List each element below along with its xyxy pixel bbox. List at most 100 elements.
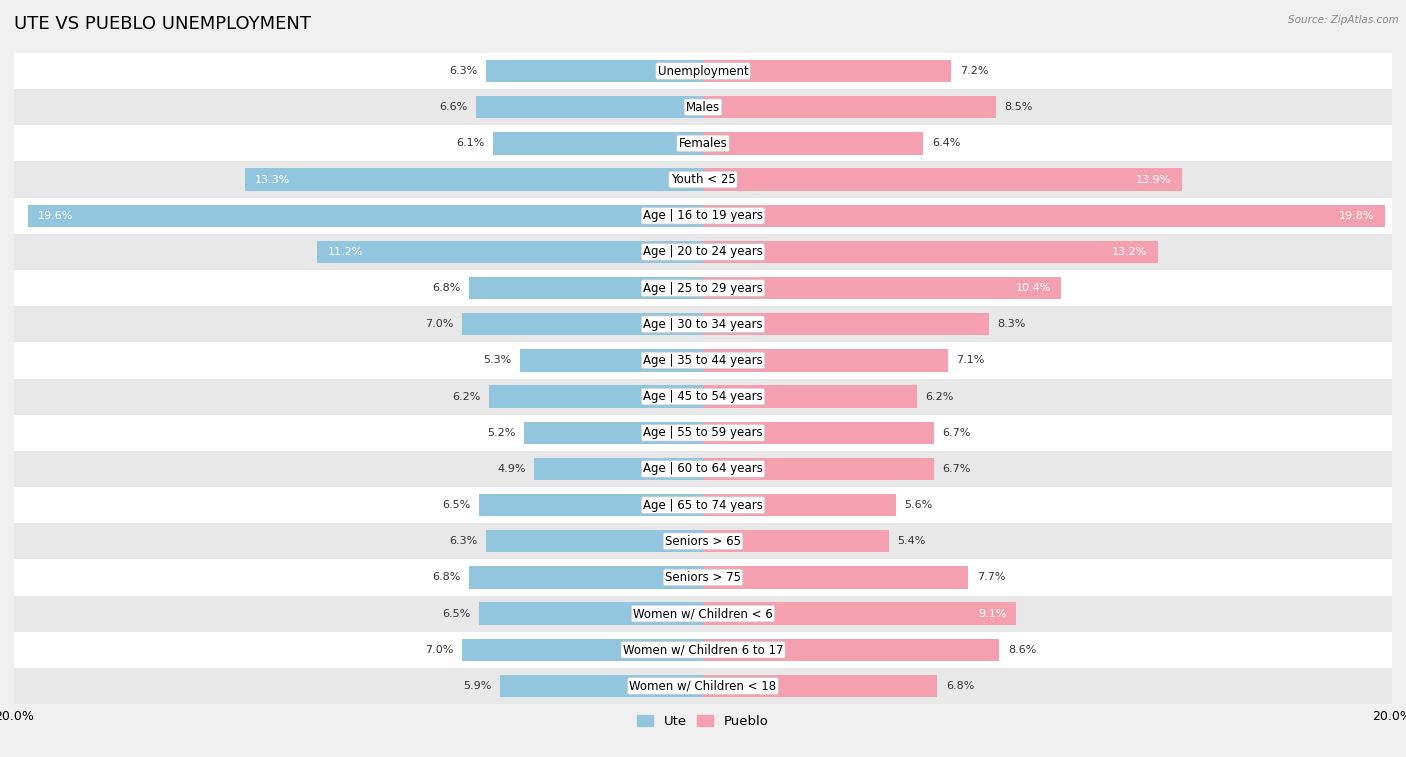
Text: 9.1%: 9.1% [977,609,1007,618]
Text: Age | 65 to 74 years: Age | 65 to 74 years [643,499,763,512]
Bar [703,385,917,408]
Bar [703,349,948,372]
Bar [14,378,1392,415]
Text: 6.2%: 6.2% [453,391,481,401]
Text: 19.6%: 19.6% [38,210,73,221]
Bar [494,132,703,154]
Bar [703,494,896,516]
Text: Source: ZipAtlas.com: Source: ZipAtlas.com [1288,15,1399,25]
Text: 4.9%: 4.9% [498,464,526,474]
Text: 5.6%: 5.6% [904,500,932,510]
Text: Seniors > 65: Seniors > 65 [665,534,741,548]
Text: 7.0%: 7.0% [425,319,453,329]
Text: 11.2%: 11.2% [328,247,363,257]
Text: 5.9%: 5.9% [463,681,491,691]
Bar [489,385,703,408]
Bar [14,53,1392,89]
Bar [703,277,1062,299]
Bar [703,639,1000,661]
Bar [534,458,703,480]
Bar [486,60,703,83]
Text: Age | 35 to 44 years: Age | 35 to 44 years [643,354,763,367]
Text: 13.2%: 13.2% [1112,247,1147,257]
Bar [479,603,703,625]
Text: Youth < 25: Youth < 25 [671,173,735,186]
Bar [475,96,703,118]
Bar [479,494,703,516]
Text: 6.8%: 6.8% [432,572,460,582]
Text: 6.8%: 6.8% [432,283,460,293]
Text: 13.9%: 13.9% [1136,175,1171,185]
Text: Seniors > 75: Seniors > 75 [665,571,741,584]
Text: Women w/ Children 6 to 17: Women w/ Children 6 to 17 [623,643,783,656]
Bar [14,89,1392,126]
Legend: Ute, Pueblo: Ute, Pueblo [633,709,773,734]
Text: Age | 55 to 59 years: Age | 55 to 59 years [643,426,763,439]
Bar [703,530,889,553]
Text: 13.3%: 13.3% [256,175,291,185]
Bar [14,451,1392,487]
Bar [14,523,1392,559]
Bar [703,96,995,118]
Bar [703,241,1157,263]
Bar [524,422,703,444]
Text: Women w/ Children < 6: Women w/ Children < 6 [633,607,773,620]
Bar [703,168,1182,191]
Text: 8.3%: 8.3% [997,319,1026,329]
Bar [703,674,938,697]
Bar [14,631,1392,668]
Bar [14,198,1392,234]
Text: Age | 16 to 19 years: Age | 16 to 19 years [643,209,763,223]
Text: Age | 60 to 64 years: Age | 60 to 64 years [643,463,763,475]
Text: Females: Females [679,137,727,150]
Text: 5.3%: 5.3% [484,356,512,366]
Bar [703,204,1385,227]
Bar [468,277,703,299]
Text: 5.2%: 5.2% [486,428,515,438]
Bar [14,415,1392,451]
Text: 7.2%: 7.2% [960,66,988,76]
Bar [14,270,1392,306]
Bar [14,487,1392,523]
Text: 6.3%: 6.3% [449,536,478,547]
Text: 7.1%: 7.1% [956,356,984,366]
Bar [461,313,703,335]
Text: 10.4%: 10.4% [1015,283,1050,293]
Bar [703,313,988,335]
Text: 6.7%: 6.7% [942,428,970,438]
Text: Males: Males [686,101,720,114]
Text: Women w/ Children < 18: Women w/ Children < 18 [630,680,776,693]
Text: Age | 25 to 29 years: Age | 25 to 29 years [643,282,763,294]
Bar [703,60,950,83]
Text: Age | 30 to 34 years: Age | 30 to 34 years [643,318,763,331]
Bar [14,596,1392,631]
Text: 7.0%: 7.0% [425,645,453,655]
Bar [703,566,969,589]
Text: 6.5%: 6.5% [443,609,471,618]
Bar [499,674,703,697]
Text: UTE VS PUEBLO UNEMPLOYMENT: UTE VS PUEBLO UNEMPLOYMENT [14,15,311,33]
Text: 6.3%: 6.3% [449,66,478,76]
Text: 6.7%: 6.7% [942,464,970,474]
Bar [703,132,924,154]
Bar [461,639,703,661]
Text: 8.6%: 8.6% [1008,645,1036,655]
Bar [245,168,703,191]
Bar [703,603,1017,625]
Bar [28,204,703,227]
Bar [14,559,1392,596]
Text: 5.4%: 5.4% [897,536,927,547]
Bar [14,306,1392,342]
Text: 19.8%: 19.8% [1340,210,1375,221]
Text: Age | 20 to 24 years: Age | 20 to 24 years [643,245,763,258]
Bar [703,422,934,444]
Text: 6.1%: 6.1% [456,139,484,148]
Bar [14,668,1392,704]
Text: Age | 45 to 54 years: Age | 45 to 54 years [643,390,763,403]
Text: 6.2%: 6.2% [925,391,953,401]
Bar [14,342,1392,378]
Bar [520,349,703,372]
Bar [468,566,703,589]
Text: 8.5%: 8.5% [1004,102,1033,112]
Bar [486,530,703,553]
